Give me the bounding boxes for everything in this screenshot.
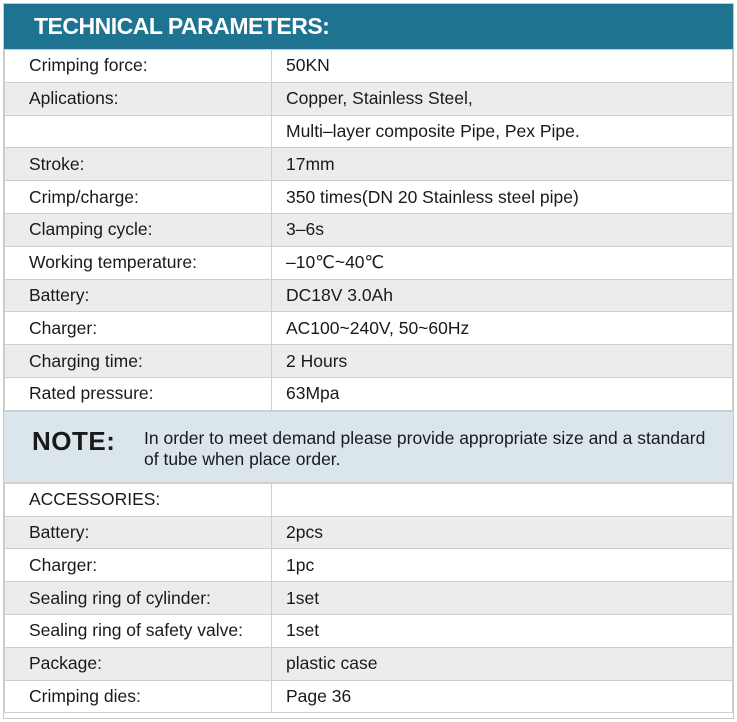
param-label: Charging time: — [4, 344, 272, 378]
table-row: Stroke: 17mm — [4, 147, 733, 182]
param-label — [4, 114, 272, 149]
table-row: Multi–layer composite Pipe, Pex Pipe. — [4, 114, 733, 149]
table-row: Battery: 2pcs — [4, 515, 733, 550]
note-label: NOTE: — [32, 425, 116, 456]
accessory-value: 1set — [271, 581, 733, 615]
accessory-label: Charger: — [4, 548, 272, 583]
param-label: Rated pressure: — [4, 376, 272, 411]
param-label: Stroke: — [4, 147, 272, 182]
accessory-label: Sealing ring of safety valve: — [4, 613, 272, 648]
param-value: Multi–layer composite Pipe, Pex Pipe. — [271, 114, 733, 149]
table-row: Sealing ring of safety valve: 1set — [4, 613, 733, 648]
table-row: Crimping dies: Page 36 — [4, 679, 733, 714]
table-row: Crimp/charge: 350 times(DN 20 Stainless … — [4, 180, 733, 214]
table-row: ACCESSORIES: — [4, 482, 733, 517]
param-value: 63Mpa — [271, 376, 733, 411]
note-text: In order to meet demand please provide a… — [144, 427, 706, 469]
table-row: Battery: DC18V 3.0Ah — [4, 278, 733, 313]
param-value: AC100~240V, 50~60Hz — [271, 311, 733, 346]
param-value: Copper, Stainless Steel, — [271, 81, 733, 116]
accessory-label: Crimping dies: — [4, 679, 272, 714]
table-row: Rated pressure: 63Mpa — [4, 376, 733, 411]
table-row: Sealing ring of cylinder: 1set — [4, 581, 733, 615]
accessory-label: Battery: — [4, 515, 272, 550]
param-label: Charger: — [4, 311, 272, 346]
param-label: Battery: — [4, 278, 272, 313]
param-value: 3–6s — [271, 212, 733, 247]
section-title: TECHNICAL PARAMETERS: — [4, 4, 733, 49]
accessory-value: Page 36 — [271, 679, 733, 714]
accessory-label: Package: — [4, 646, 272, 681]
param-label: Aplications: — [4, 81, 272, 116]
param-label: Working temperature: — [4, 245, 272, 280]
accessory-value: 2pcs — [271, 515, 733, 550]
param-value: –10℃~40℃ — [271, 245, 733, 280]
table-row: Clamping cycle: 3–6s — [4, 212, 733, 247]
table-row: Aplications: Copper, Stainless Steel, — [4, 81, 733, 116]
table-row: Working temperature: –10℃~40℃ — [4, 245, 733, 280]
parameters-table: Crimping force: 50KN Aplications: Copper… — [4, 49, 733, 411]
accessory-value: 1pc — [271, 548, 733, 583]
param-value: 350 times(DN 20 Stainless steel pipe) — [271, 180, 733, 214]
table-row: Charging time: 2 Hours — [4, 344, 733, 378]
accessory-value: plastic case — [271, 646, 733, 681]
param-label: Crimping force: — [4, 49, 272, 83]
table-row: Charger: 1pc — [4, 548, 733, 583]
technical-parameters-sheet: TECHNICAL PARAMETERS: Crimping force: 50… — [3, 3, 734, 719]
param-label: Crimp/charge: — [4, 180, 272, 214]
accessory-value — [271, 482, 733, 517]
table-row: Charger: AC100~240V, 50~60Hz — [4, 311, 733, 346]
param-value: 2 Hours — [271, 344, 733, 378]
table-row: Package: plastic case — [4, 646, 733, 681]
param-value: DC18V 3.0Ah — [271, 278, 733, 313]
note-box: NOTE: In order to meet demand please pro… — [4, 410, 733, 483]
param-label: Clamping cycle: — [4, 212, 272, 247]
table-row: Crimping force: 50KN — [4, 49, 733, 83]
accessory-value: 1set — [271, 613, 733, 648]
accessories-table: ACCESSORIES: Battery: 2pcs Charger: 1pc … — [4, 482, 733, 714]
accessory-label: ACCESSORIES: — [4, 482, 272, 517]
param-value: 17mm — [271, 147, 733, 182]
accessory-label: Sealing ring of cylinder: — [4, 581, 272, 615]
param-value: 50KN — [271, 49, 733, 83]
